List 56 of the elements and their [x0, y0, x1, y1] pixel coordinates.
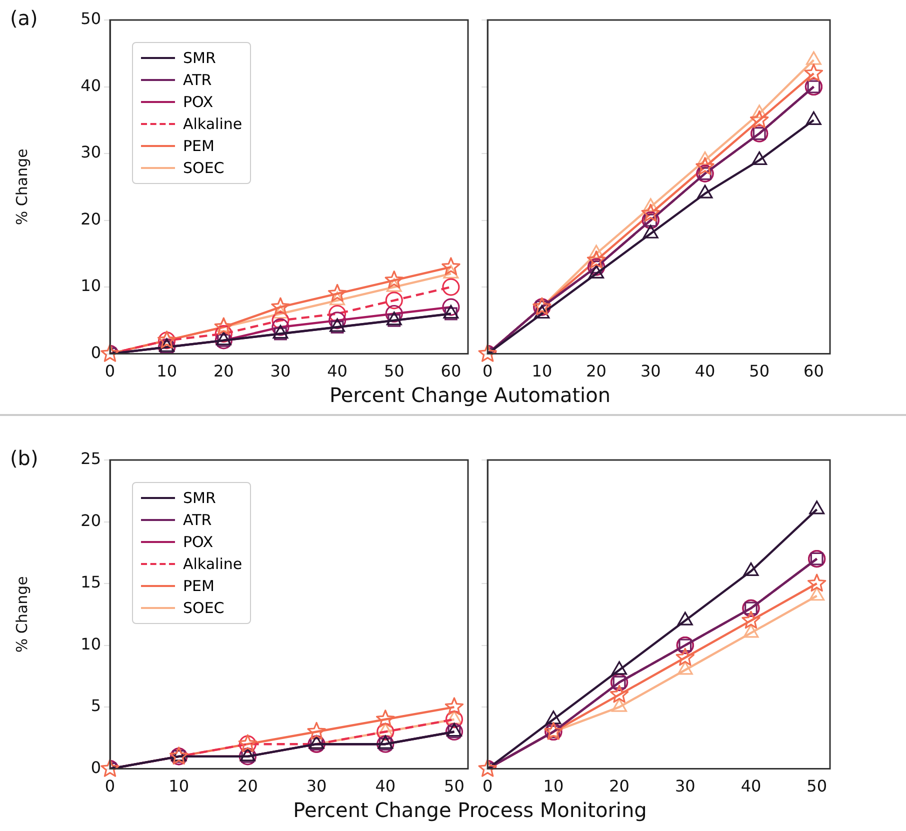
legend-label: SMR	[183, 489, 216, 507]
legend-label: SOEC	[183, 599, 224, 617]
legend-label: ATR	[183, 511, 212, 529]
text: (b)	[10, 446, 38, 470]
legend-label: SOEC	[183, 159, 224, 177]
legend-label: Alkaline	[183, 555, 242, 573]
x-tick-label: 60	[804, 362, 824, 381]
x-tick-label: 30	[640, 362, 661, 381]
x-tick-label: 50	[806, 776, 828, 796]
x-axis-title: Percent Change Process Monitoring	[292, 798, 648, 822]
legend-label: POX	[183, 93, 214, 111]
legend-label: Alkaline	[183, 115, 242, 133]
y-tick-label: 10	[80, 276, 101, 296]
x-tick-label: 0	[104, 362, 116, 381]
y-tick-label: 25	[80, 449, 101, 468]
y-tick-label: 0	[90, 758, 101, 777]
y-tick-label: 10	[80, 634, 101, 654]
x-tick-label: 60	[440, 362, 462, 381]
x-tick-label: 0	[482, 776, 493, 796]
x-tick-label: 10	[168, 776, 190, 796]
x-tick-label: 40	[375, 776, 396, 796]
x-tick-label: 20	[586, 362, 606, 381]
x-tick-label: 30	[674, 776, 696, 796]
legend-label: ATR	[183, 71, 212, 89]
x-tick-label: 10	[532, 362, 552, 381]
x-tick-label: 50	[749, 362, 770, 381]
x-tick-label: 20	[213, 362, 234, 381]
y-tick-label: 50	[80, 9, 101, 28]
x-tick-label: 20	[609, 776, 630, 796]
y-tick-label: 20	[80, 510, 101, 530]
y-tick-label: 15	[80, 572, 101, 592]
y-tick-label: 40	[80, 76, 101, 95]
y-tick-label: 5	[90, 696, 101, 716]
x-tick-label: 10	[156, 362, 178, 381]
x-tick-label: 50	[444, 776, 464, 796]
legend-label: PEM	[183, 577, 214, 595]
x-tick-label: 0	[104, 776, 116, 796]
x-tick-label: 40	[694, 362, 716, 381]
x-tick-label: 40	[327, 362, 348, 381]
y-axis-title: % Change	[12, 148, 31, 226]
x-tick-label: 0	[482, 362, 493, 381]
x-tick-label: 20	[238, 776, 258, 796]
y-tick-label: 30	[80, 142, 101, 162]
x-tick-label: 50	[384, 362, 404, 381]
y-axis-title: % Change	[12, 576, 31, 653]
x-tick-label: 30	[306, 776, 327, 796]
legend-label: POX	[183, 533, 214, 551]
y-tick-label: 20	[80, 209, 101, 228]
legend-label: SMR	[183, 49, 216, 67]
legend-label: PEM	[183, 137, 214, 155]
text: (a)	[10, 6, 38, 30]
x-tick-label: 40	[740, 776, 762, 796]
x-tick-label: 30	[270, 362, 291, 381]
x-tick-label: 10	[543, 776, 564, 796]
y-tick-label: 0	[90, 342, 101, 362]
x-axis-title: Percent Change Automation	[328, 383, 612, 407]
